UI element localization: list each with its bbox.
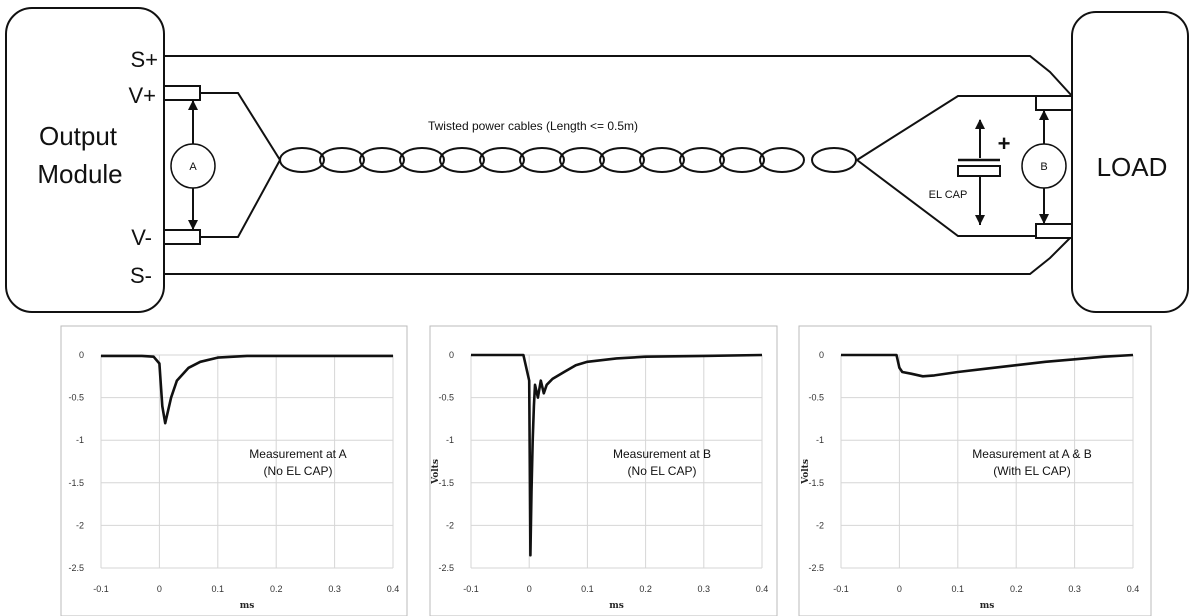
x-tick-label: 0.4 [387,584,400,594]
y-tick-label: -0.5 [68,393,84,403]
output-module-label-line2: Module [37,159,122,189]
y-tick-label: -1.5 [438,478,454,488]
x-tick-label: 0 [897,584,902,594]
y-axis-label: Volts [801,459,811,485]
load-box [1071,11,1189,313]
s-minus-sense-line [164,235,1073,275]
load-label: LOAD [1097,152,1168,182]
terminal-v-plus-label: V+ [128,83,156,108]
chart-annotation: (No EL CAP) [264,464,333,478]
twisted-power-cables [279,147,857,173]
x-tick-label: -0.1 [463,584,479,594]
x-tick-label: 0 [157,584,162,594]
v-minus-terminal [163,229,201,245]
y-tick-label: -2 [76,520,84,530]
x-axis-label: ms [609,601,624,611]
y-tick-label: -0.5 [808,393,824,403]
series-line [471,353,763,557]
x-axis-label: ms [980,601,995,611]
meter-b-circle [1021,143,1067,189]
chart-annotation: Measurement at A & B [972,447,1091,461]
y-tick-label: -0.5 [438,393,454,403]
load-plus-terminal [1035,95,1073,111]
x-tick-label: 0.1 [581,584,594,594]
meter-b-label: B [1040,161,1047,173]
x-tick-label: -0.1 [833,584,849,594]
y-tick-label: -2.5 [808,563,824,573]
y-tick-label: -2 [816,520,824,530]
x-tick-label: 0.4 [756,584,769,594]
cable-caption: Twisted power cables (Length <= 0.5m) [428,119,638,133]
chart-measurement-b: -0.1 0 0.1 0.2 0.3 0.4 0 -0.5 -1 -1.5 -2 -2.5 ms Volt… [429,325,778,616]
x-tick-label: 0.2 [639,584,652,594]
y-tick-label: -1 [816,435,824,445]
chart-annotation: Measurement at A [249,447,346,461]
x-tick-label: 0.3 [1068,584,1081,594]
x-tick-label: 0.1 [952,584,965,594]
output-module-box [5,7,165,313]
y-axis-label: Volts [431,459,441,485]
x-tick-label: 0.4 [1127,584,1140,594]
x-axis-label: ms [240,601,255,611]
el-cap-symbol [957,119,1001,225]
load-minus-terminal [1035,223,1073,239]
meter-a-label: A [189,161,197,173]
chart-frame [429,325,778,616]
cap-plus-sign: + [998,131,1011,156]
x-tick-label: 0.3 [328,584,341,594]
chart-measurement-a: -0.1 0 0.1 0.2 0.3 0.4 0 -0.5 -1 -1.5 -2 -2.5 ms Meas… [60,325,408,616]
v-plus-terminal [163,85,201,101]
meter-a-circle [170,143,216,189]
y-tick-label: -2.5 [438,563,454,573]
x-tick-label: 0.2 [270,584,283,594]
chart-annotation: (With EL CAP) [993,464,1071,478]
y-tick-label: -1.5 [68,478,84,488]
y-tick-label: -2.5 [68,563,84,573]
y-tick-label: -2 [446,520,454,530]
x-tick-label: 0.1 [212,584,225,594]
chart-annotation: (No EL CAP) [628,464,697,478]
x-tick-label: 0.3 [698,584,711,594]
y-tick-label: 0 [79,350,84,360]
s-plus-sense-line [164,55,1073,97]
y-tick-label: -1 [446,435,454,445]
terminal-s-minus-label: S- [130,263,152,288]
x-tick-label: 0 [527,584,532,594]
x-tick-label: 0.2 [1010,584,1023,594]
output-module-label-line1: Output [39,121,118,151]
terminal-v-minus-label: V- [131,225,152,250]
y-tick-label: -1 [76,435,84,445]
chart-annotation: Measurement at B [613,447,711,461]
series-line [841,353,1134,378]
y-tick-label: -1.5 [808,478,824,488]
chart-frame [60,325,408,616]
terminal-s-plus-label: S+ [130,47,158,72]
x-tick-label: -0.1 [93,584,109,594]
y-tick-label: 0 [449,350,454,360]
chart-measurement-a-b: -0.1 0 0.1 0.2 0.3 0.4 0 -0.5 -1 -1.5 -2 -2.5 ms Volt… [798,325,1152,616]
y-tick-label: 0 [819,350,824,360]
el-cap-label: EL CAP [929,189,968,201]
series-line [101,354,393,425]
